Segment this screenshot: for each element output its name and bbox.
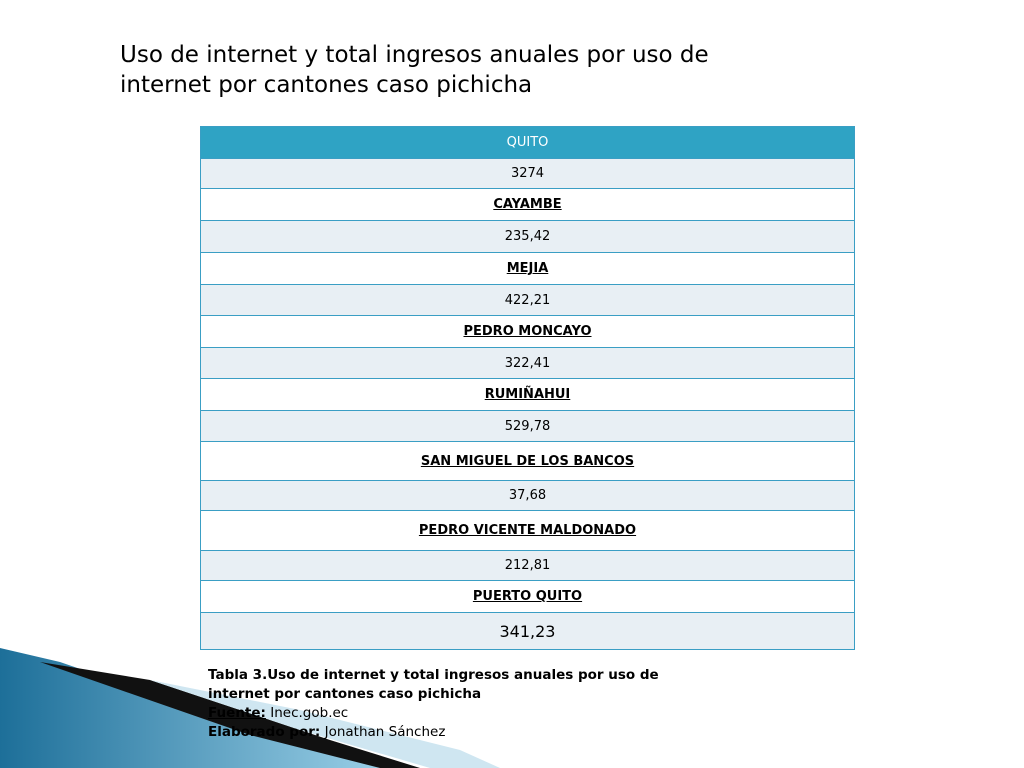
table-header: QUITO [200,126,855,159]
swoosh-dark [40,662,420,768]
source: Inec.gob.ec [270,705,349,721]
value-cell: 37,68 [200,481,855,511]
slide-title: Uso de internet y total ingresos anuales… [120,42,709,98]
canton-cell: PEDRO MONCAYO [200,316,855,348]
value-cell: 235,42 [200,221,855,253]
canton-cell: CAYAMBE [200,189,855,221]
canton-cell: RUMIÑAHUI [200,379,855,411]
value-cell: 422,21 [200,285,855,316]
caption-text: Tabla 3.Uso de internet y total ingresos… [208,667,659,702]
canton-cell: PUERTO QUITO [200,581,855,613]
canton-cell: PEDRO VICENTE MALDONADO [200,511,855,551]
canton-cell: SAN MIGUEL DE LOS BANCOS [200,442,855,481]
value-cell: 341,23 [200,613,855,650]
value-cell: 212,81 [200,551,855,581]
swoosh-light [150,680,500,768]
table: QUITO 3274 CAYAMBE 235,42 MEJIA 422,21 PEDRO M… [200,126,855,650]
value-cell: 3274 [200,159,855,189]
caption: Tabla 3.Uso de internet y total ingresos… [208,666,688,742]
author-label: Elaborado por: [208,724,321,740]
canton-cell: MEJIA [200,253,855,285]
value-cell: 322,41 [200,348,855,379]
value-cell: 529,78 [200,411,855,442]
decoration [0,648,500,768]
author: Jonathan Sánchez [324,724,446,740]
source-label: Fuente: [208,705,266,721]
